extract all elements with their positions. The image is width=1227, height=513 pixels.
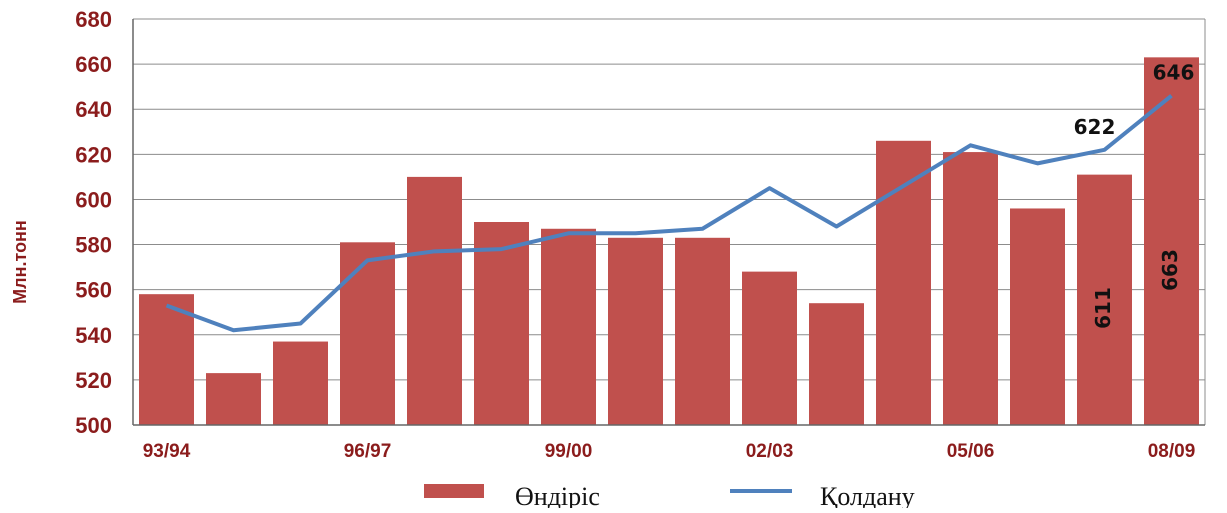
x-tick-label: 96/97	[344, 441, 392, 462]
legend: Өндіріс Қолдану	[424, 482, 915, 511]
y-tick-label: 500	[75, 413, 112, 438]
legend-label-line: Қолдану	[820, 482, 915, 508]
line-layer	[165, 94, 1173, 333]
bar	[943, 152, 998, 426]
bar-data-label: 663	[1158, 249, 1182, 291]
y-axis-label: Млн.тонн	[10, 220, 30, 304]
bar-layer	[139, 57, 1199, 426]
legend-label-bar: Өндіріс	[515, 482, 600, 508]
y-tick-label: 540	[75, 323, 112, 348]
bar	[1010, 208, 1065, 425]
y-tick-label: 580	[75, 233, 112, 258]
x-tick-label: 93/94	[143, 441, 191, 462]
bar	[876, 140, 931, 426]
x-tick-label: 99/00	[545, 441, 593, 462]
bar-data-label: 611	[1091, 287, 1115, 329]
bar	[273, 341, 328, 425]
grid-layer	[133, 18, 1205, 381]
bar	[474, 222, 529, 425]
bar	[407, 176, 462, 425]
line-data-label: 646	[1153, 61, 1195, 85]
bar	[541, 228, 596, 425]
line-data-label: 622	[1074, 115, 1116, 139]
bar	[340, 242, 395, 425]
y-tick-label: 600	[75, 187, 112, 212]
axis-layer: 500 520 540 560 580 600 620 640 660 680 93/94 96/97…	[10, 7, 1206, 462]
legend-swatch-bar	[424, 484, 484, 498]
y-tick-label: 620	[75, 142, 112, 167]
y-tick-label: 640	[75, 97, 112, 122]
y-tick-label: 520	[75, 368, 112, 393]
bar	[809, 303, 864, 425]
bar	[1144, 57, 1199, 425]
bar	[206, 373, 261, 425]
x-tick-label: 05/06	[947, 441, 995, 462]
x-tick-label: 02/03	[746, 441, 794, 462]
bar	[139, 294, 194, 425]
bar	[675, 237, 730, 425]
line-series	[165, 94, 1173, 333]
y-tick-label: 680	[75, 7, 112, 32]
y-tick-label: 560	[75, 278, 112, 303]
bar	[1077, 174, 1132, 425]
x-tick-label: 08/09	[1148, 441, 1196, 462]
bar	[742, 271, 797, 425]
label-layer: 622 646 611 663	[1074, 61, 1195, 329]
y-tick-label: 660	[75, 52, 112, 77]
bar	[608, 237, 663, 425]
